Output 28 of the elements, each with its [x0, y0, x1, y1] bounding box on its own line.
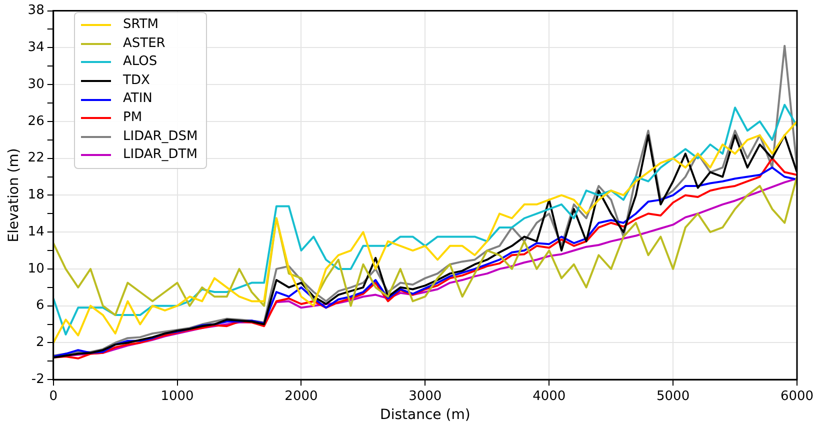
x-tick-label: 1000 — [160, 388, 194, 404]
y-tick-label: 22 — [28, 150, 44, 166]
legend-label: ASTER — [123, 34, 166, 53]
y-tick-label: 6 — [36, 298, 44, 314]
y-tick-label: 14 — [28, 224, 44, 240]
y-tick-label: -2 — [31, 372, 44, 387]
legend-label: LIDAR_DTM — [123, 146, 198, 164]
x-tick-label: 5000 — [656, 388, 690, 404]
legend-label: ATIN — [123, 90, 152, 108]
x-tick-label: 6000 — [780, 388, 814, 404]
y-tick-label: 10 — [28, 261, 44, 276]
x-tick-label: 0 — [49, 388, 58, 404]
legend-label: TDX — [123, 72, 150, 90]
y-tick-label: 26 — [28, 114, 44, 129]
y-tick-label: 34 — [28, 40, 44, 56]
y-tick-label: 30 — [28, 76, 44, 92]
x-tick-label: 2000 — [284, 388, 318, 404]
x-axis-title: Distance (m) — [380, 407, 470, 424]
y-tick-label: 2 — [36, 335, 44, 350]
x-tick-label: 4000 — [532, 388, 566, 404]
legend-label: LIDAR_DSM — [123, 128, 198, 146]
y-axis-title: Elevation (m) — [6, 148, 22, 242]
legend-label: PM — [123, 108, 142, 127]
y-tick-label: 38 — [28, 3, 44, 18]
y-tick-label: 18 — [28, 188, 44, 203]
x-tick-label: 3000 — [408, 388, 442, 404]
legend-label: SRTM — [123, 16, 158, 34]
legend-label: ALOS — [123, 53, 158, 72]
